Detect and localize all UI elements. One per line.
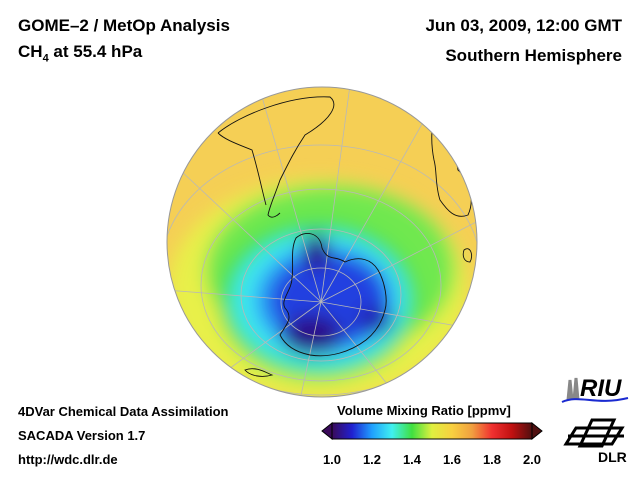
riu-logo: RIU [561, 375, 629, 403]
colorbar-tick: 1.8 [482, 452, 502, 467]
colorbar-tick: 1.6 [442, 452, 462, 467]
title: GOME–2 / MetOp Analysis [18, 16, 230, 35]
colorbar-label: Volume Mixing Ratio [ppmv] [337, 403, 511, 418]
riu-text: RIU [580, 375, 622, 402]
species-level: CH4 at 55.4 hPa [18, 42, 142, 64]
colorbar-max-arrow [531, 421, 543, 441]
colorbar-tick: 1.2 [362, 452, 382, 467]
pressure-level: at 55.4 hPa [48, 42, 143, 61]
dlr-logo: DLR [563, 418, 627, 465]
footer-url[interactable]: http://wdc.dlr.de [18, 452, 118, 467]
colorbar-gradient [331, 422, 533, 440]
colorbar-min-arrow [321, 421, 333, 441]
dlr-text: DLR [598, 449, 627, 465]
colorbar-tick: 2.0 [522, 452, 542, 467]
colorbar [321, 421, 543, 441]
footer-line-2: SACADA Version 1.7 [18, 428, 146, 443]
footer-line-1: 4DVar Chemical Data Assimilation [18, 404, 229, 419]
datetime: Jun 03, 2009, 12:00 GMT [425, 16, 622, 35]
species-subscript: 4 [42, 52, 49, 65]
colorbar-tick: 1.0 [322, 452, 342, 467]
species: CH [18, 42, 43, 61]
graticule [167, 87, 477, 397]
hemisphere: Southern Hemisphere [445, 46, 622, 65]
colorbar-tick: 1.4 [402, 452, 422, 467]
